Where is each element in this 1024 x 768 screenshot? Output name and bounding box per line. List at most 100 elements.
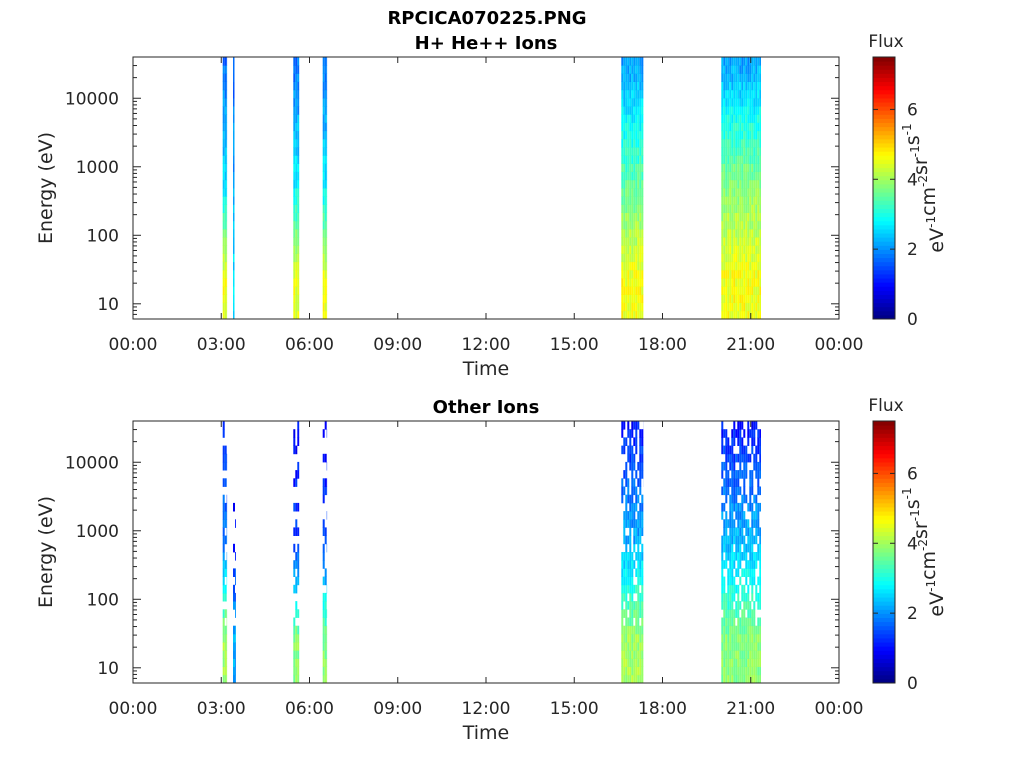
heatmap-cell	[641, 302, 644, 312]
heatmap-cell	[633, 633, 636, 643]
heatmap-cell	[759, 560, 761, 569]
heatmap-cell	[635, 179, 638, 189]
heatmap-cell	[293, 666, 296, 676]
heatmap-cell	[723, 674, 726, 684]
heatmap-cell	[725, 511, 728, 520]
heatmap-cell	[729, 592, 732, 602]
heatmap-cell	[741, 584, 744, 594]
heatmap-cell	[739, 674, 742, 684]
heatmap-cell	[623, 89, 626, 99]
heatmap-cell	[233, 278, 235, 287]
heatmap-cell	[759, 658, 761, 667]
heatmap-cell	[733, 228, 736, 238]
heatmap-cell	[322, 494, 325, 504]
heatmap-cell	[725, 609, 728, 618]
heatmap-cell	[753, 560, 756, 569]
colorbar-segment	[873, 429, 895, 434]
heatmap-cell	[625, 519, 628, 528]
heatmap-cell	[233, 147, 235, 156]
heatmap-cell	[729, 196, 732, 205]
heatmap-cell	[749, 552, 752, 561]
heatmap-cell	[751, 294, 754, 303]
heatmap-cell	[727, 302, 730, 312]
heatmap-cell	[322, 478, 325, 487]
heatmap-cell	[755, 278, 758, 287]
heatmap-cell	[743, 171, 746, 181]
heatmap-cell	[739, 261, 742, 271]
heatmap-cell	[733, 179, 736, 189]
heatmap-cell	[725, 494, 728, 504]
heatmap-cell	[627, 286, 630, 295]
heatmap-cell	[293, 122, 296, 132]
heatmap-cell	[637, 310, 640, 320]
heatmap-cell	[723, 81, 726, 91]
heatmap-cell	[639, 429, 642, 438]
heatmap-cell	[324, 155, 327, 164]
heatmap-cell	[222, 106, 225, 115]
heatmap-cell	[727, 625, 730, 635]
heatmap-cell	[627, 204, 630, 213]
heatmap-cell	[723, 261, 726, 271]
heatmap-cell	[743, 122, 746, 132]
heatmap-cell	[639, 65, 642, 74]
heatmap-cell	[641, 212, 644, 222]
heatmap-cell	[631, 130, 634, 140]
heatmap-cell	[723, 147, 726, 156]
heatmap-cell	[737, 642, 740, 651]
heatmap-cell	[731, 188, 734, 197]
heatmap-cell	[739, 253, 742, 263]
heatmap-cell	[297, 114, 300, 123]
heatmap-cell	[233, 269, 235, 279]
heatmap-cell	[635, 294, 638, 303]
heatmap-cell	[753, 228, 756, 238]
heatmap-cell	[637, 461, 640, 471]
heatmap-cell	[733, 130, 736, 140]
heatmap-cell	[725, 114, 728, 123]
heatmap-cell	[293, 560, 296, 569]
heatmap-cell	[751, 478, 754, 487]
heatmap-cell	[729, 294, 732, 303]
heatmap-cell	[737, 114, 740, 123]
heatmap-cell	[297, 633, 300, 643]
heatmap-cell	[745, 519, 748, 528]
heatmap-cell	[621, 650, 624, 659]
colorbar-segment	[873, 216, 895, 222]
heatmap-cell	[233, 122, 235, 132]
heatmap-cell	[322, 147, 325, 156]
heatmap-cell	[625, 163, 628, 172]
heatmap-cell	[745, 196, 748, 205]
heatmap-cell	[324, 269, 327, 279]
colorbar-segment	[873, 265, 895, 271]
heatmap-cell	[621, 294, 624, 303]
heatmap-cell	[295, 552, 298, 561]
heatmap-cell	[629, 114, 632, 123]
heatmap-cell	[749, 642, 752, 651]
heatmap-cell	[741, 633, 744, 643]
heatmap-cell	[737, 89, 740, 99]
heatmap-cell	[733, 519, 736, 528]
heatmap-cell	[625, 188, 628, 197]
heatmap-cell	[629, 302, 632, 312]
heatmap-cell	[723, 155, 726, 164]
heatmap-cell	[633, 560, 636, 569]
heatmap-cell	[759, 57, 761, 66]
heatmap-cell	[757, 188, 760, 197]
heatmap-cell	[735, 650, 738, 659]
heatmap-cell	[737, 179, 740, 189]
heatmap-cell	[737, 429, 740, 438]
heatmap-cell	[641, 543, 644, 553]
heatmap-cell	[637, 609, 640, 618]
heatmap-cell	[322, 601, 325, 610]
heatmap-cell	[295, 642, 298, 651]
colorbar-segment	[873, 650, 895, 655]
heatmap-cell	[747, 188, 750, 197]
heatmap-cell	[721, 310, 724, 320]
heatmap-cell	[235, 568, 236, 577]
heatmap-cell	[639, 261, 642, 271]
heatmap-cell	[749, 65, 752, 74]
heatmap-cell	[641, 122, 644, 132]
heatmap-cell	[739, 310, 742, 320]
heatmap-cell	[729, 584, 732, 594]
colorbar-segment	[873, 220, 895, 226]
heatmap-cell	[641, 642, 644, 651]
